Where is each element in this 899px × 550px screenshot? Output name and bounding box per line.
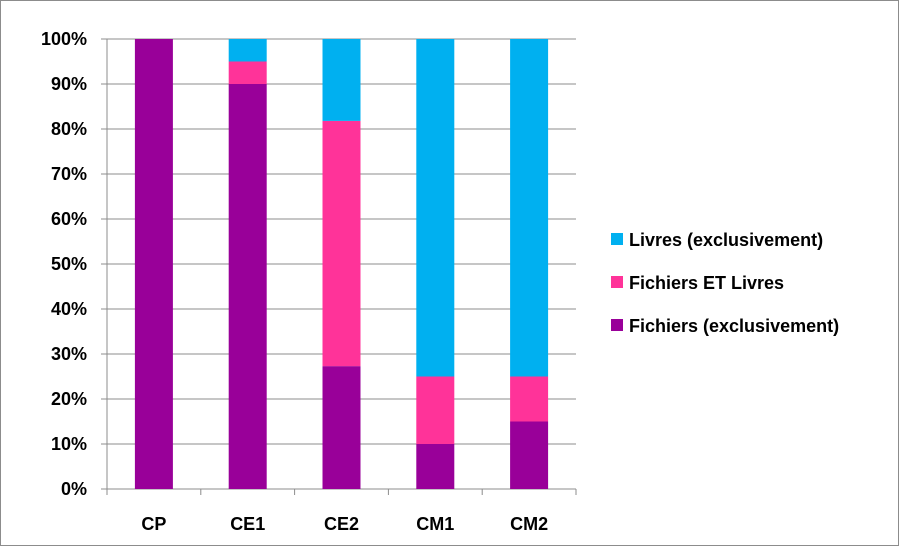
y-tick-label: 40%: [51, 299, 87, 319]
legend-swatch: [611, 276, 623, 288]
x-tick-label: CM1: [416, 514, 454, 534]
y-tick-label: 80%: [51, 119, 87, 139]
y-tick-label: 10%: [51, 434, 87, 454]
bar-segment: [322, 39, 361, 121]
x-tick-label: CM2: [510, 514, 548, 534]
bar-segment: [322, 366, 361, 489]
y-tick-label: 20%: [51, 389, 87, 409]
y-tick-label: 50%: [51, 254, 87, 274]
bar-segment: [228, 61, 267, 84]
y-tick-label: 60%: [51, 209, 87, 229]
y-tick-label: 0%: [61, 479, 87, 499]
legend-label: Fichiers ET Livres: [629, 273, 784, 293]
y-tick-label: 100%: [41, 29, 87, 49]
y-tick-label: 90%: [51, 74, 87, 94]
bar-segment: [416, 376, 455, 444]
bar-segment: [510, 39, 549, 377]
bar-segment: [134, 39, 173, 489]
bar-segment: [416, 444, 455, 489]
bar-segment: [416, 39, 455, 377]
bar-segment: [510, 421, 549, 489]
bar-segment: [228, 84, 267, 489]
legend-swatch: [611, 233, 623, 245]
legend-label: Livres (exclusivement): [629, 230, 823, 250]
y-tick-label: 70%: [51, 164, 87, 184]
x-tick-label: CP: [141, 514, 166, 534]
bar-segment: [322, 120, 361, 367]
x-tick-label: CE2: [324, 514, 359, 534]
bar-segment: [510, 376, 549, 422]
y-tick-label: 30%: [51, 344, 87, 364]
x-tick-label: CE1: [230, 514, 265, 534]
legend-label: Fichiers (exclusivement): [629, 316, 839, 336]
bar-segment: [228, 39, 267, 62]
legend-swatch: [611, 319, 623, 331]
